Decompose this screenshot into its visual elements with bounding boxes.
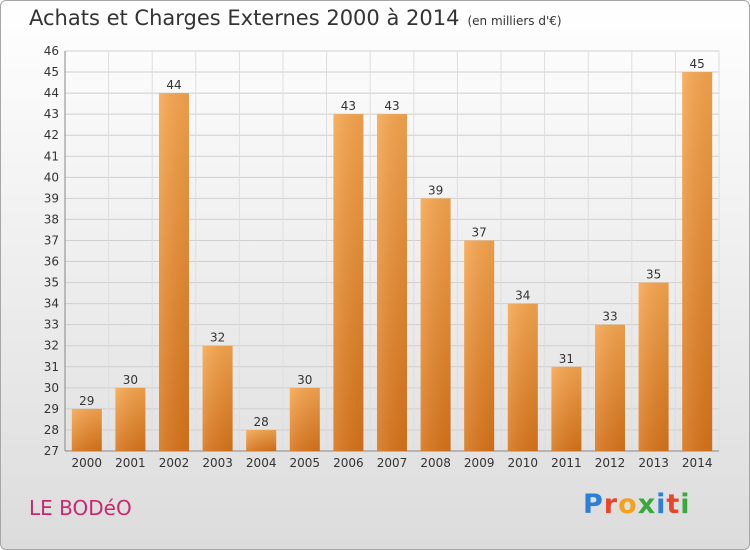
y-tick-label: 46 bbox=[44, 44, 59, 58]
bar-shade bbox=[420, 198, 451, 451]
bar-shade bbox=[551, 366, 582, 451]
bar-shade bbox=[682, 72, 713, 451]
logo-letter: i bbox=[680, 489, 691, 520]
y-tick-label: 34 bbox=[44, 297, 59, 311]
bar-value-label: 45 bbox=[690, 57, 705, 71]
bar-value-label: 39 bbox=[428, 183, 443, 197]
bar-shade bbox=[202, 345, 233, 451]
bar-value-label: 33 bbox=[602, 310, 617, 324]
x-tick-label: 2001 bbox=[115, 456, 146, 470]
y-tick-label: 27 bbox=[44, 444, 59, 458]
labels: 29 2000 30 2001 44 2002 32 2003 28 2004 30 2005 43 20… bbox=[72, 57, 713, 470]
y-tick-label: 43 bbox=[44, 107, 59, 121]
x-tick-label: 2014 bbox=[682, 456, 713, 470]
bar-shade bbox=[115, 387, 146, 451]
x-tick-label: 2000 bbox=[72, 456, 103, 470]
bar-value-label: 30 bbox=[297, 373, 312, 387]
x-tick-label: 2009 bbox=[464, 456, 495, 470]
bar-shade bbox=[464, 240, 495, 451]
axes: 27 28 29 30 31 32 33 34 35 36 37 38 39 40 41 42 43 44 45 46 bbox=[44, 44, 719, 458]
y-tick-label: 44 bbox=[44, 86, 59, 100]
bars bbox=[71, 72, 713, 452]
x-tick-label: 2008 bbox=[420, 456, 451, 470]
bar-shade bbox=[377, 114, 407, 451]
y-tick-label: 28 bbox=[44, 423, 59, 437]
bar-shade bbox=[333, 114, 364, 451]
bar-shade bbox=[507, 303, 538, 451]
y-tick-label: 40 bbox=[44, 170, 59, 184]
y-tick-label: 41 bbox=[44, 149, 59, 163]
bar-shade bbox=[289, 387, 320, 451]
y-tick-label: 45 bbox=[44, 65, 59, 79]
x-tick-label: 2007 bbox=[377, 456, 408, 470]
logo-letter: o bbox=[618, 489, 638, 520]
y-tick-label: 31 bbox=[44, 360, 59, 374]
bar-value-label: 35 bbox=[646, 268, 661, 282]
bar-value-label: 37 bbox=[472, 225, 487, 239]
bar-value-label: 43 bbox=[341, 99, 356, 113]
logo-letter: t bbox=[666, 489, 681, 520]
bar-shade bbox=[595, 324, 625, 451]
bar-value-label: 28 bbox=[254, 415, 269, 429]
bar-value-label: 29 bbox=[79, 394, 94, 408]
bar-value-label: 43 bbox=[384, 99, 399, 113]
bar-shade bbox=[159, 93, 189, 452]
x-tick-label: 2011 bbox=[551, 456, 582, 470]
x-tick-label: 2003 bbox=[202, 456, 233, 470]
logo-letter: P bbox=[583, 489, 604, 520]
y-tick-label: 29 bbox=[44, 402, 59, 416]
chart-title: Achats et Charges Externes 2000 à 2014 (e… bbox=[29, 6, 562, 30]
y-tick-label: 32 bbox=[44, 339, 59, 353]
y-tick-label: 36 bbox=[44, 255, 59, 269]
proxiti-logo: Proxiti bbox=[583, 489, 691, 520]
chart-subtitle: (en milliers d'€) bbox=[467, 14, 562, 28]
x-tick-label: 2002 bbox=[159, 456, 190, 470]
bar-value-label: 30 bbox=[123, 373, 138, 387]
logo-letter: i bbox=[656, 489, 667, 520]
logo-letter: r bbox=[603, 489, 619, 520]
x-tick-label: 2010 bbox=[508, 456, 539, 470]
bar-shade bbox=[638, 282, 669, 451]
bar-shade bbox=[71, 408, 102, 451]
y-tick-label: 42 bbox=[44, 128, 59, 142]
bar-value-label: 31 bbox=[559, 352, 574, 366]
y-tick-label: 38 bbox=[44, 212, 59, 226]
y-tick-label: 37 bbox=[44, 233, 59, 247]
x-tick-label: 2006 bbox=[333, 456, 364, 470]
x-tick-label: 2004 bbox=[246, 456, 277, 470]
bar-value-label: 44 bbox=[166, 78, 181, 92]
bar-shade bbox=[246, 429, 277, 451]
x-tick-label: 2012 bbox=[595, 456, 626, 470]
bar-value-label: 34 bbox=[515, 289, 530, 303]
chart-title-text: Achats et Charges Externes 2000 à 2014 bbox=[29, 6, 460, 30]
bar-value-label: 32 bbox=[210, 331, 225, 345]
commune-name: LE BODéO bbox=[29, 496, 132, 520]
logo-letter: x bbox=[637, 489, 657, 520]
y-tick-label: 30 bbox=[44, 381, 59, 395]
y-tick-label: 33 bbox=[44, 318, 59, 332]
y-tick-label: 35 bbox=[44, 276, 59, 290]
y-tick-label: 39 bbox=[44, 191, 59, 205]
x-tick-label: 2013 bbox=[638, 456, 669, 470]
x-tick-label: 2005 bbox=[290, 456, 321, 470]
